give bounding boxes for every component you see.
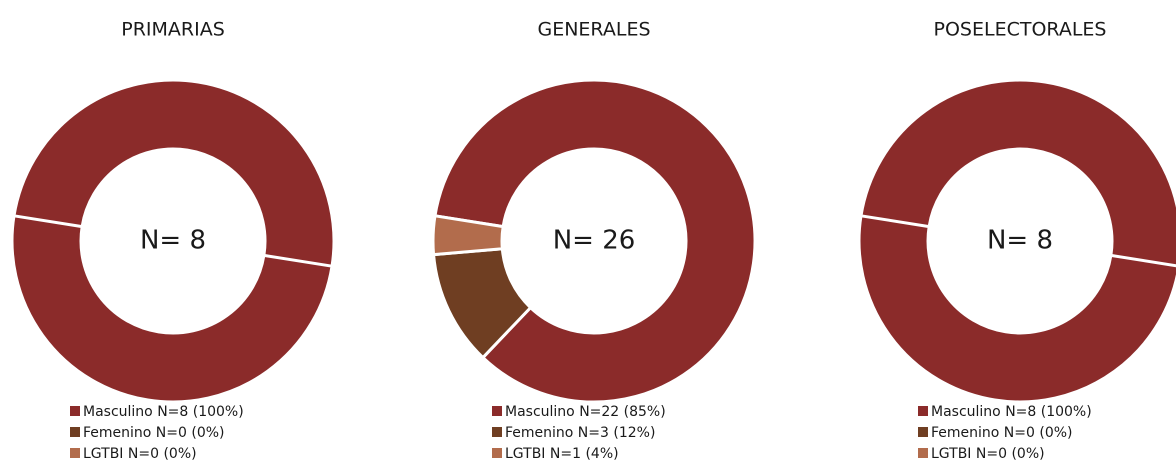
donut-segment xyxy=(431,214,505,257)
chart-title: PRIMARIAS xyxy=(121,19,225,41)
center-label: N= 8 xyxy=(987,226,1053,256)
legend-label: Masculino N=8 (100%) xyxy=(931,404,1092,420)
donut-segment xyxy=(857,78,1176,404)
chart-title: GENERALES xyxy=(537,19,650,41)
legend-swatch xyxy=(70,427,80,437)
legend-label: Masculino N=8 (100%) xyxy=(83,404,244,420)
legend-label: LGTBI N=0 (0%) xyxy=(83,446,197,462)
legend-label: Femenino N=3 (12%) xyxy=(505,425,655,441)
legend-swatch xyxy=(918,406,928,416)
legend-swatch xyxy=(492,406,502,416)
legend-label: LGTBI N=1 (4%) xyxy=(505,446,619,462)
legend-swatch xyxy=(70,406,80,416)
legend-label: Femenino N=0 (0%) xyxy=(83,425,225,441)
center-label: N= 26 xyxy=(553,226,636,256)
legend-swatch xyxy=(918,427,928,437)
donut-segment xyxy=(10,78,336,404)
legend-label: LGTBI N=0 (0%) xyxy=(931,446,1045,462)
center-label: N= 8 xyxy=(140,226,206,256)
legend-swatch xyxy=(492,448,502,458)
legend-label: Masculino N=22 (85%) xyxy=(505,404,666,420)
chart-title: POSELECTORALES xyxy=(934,19,1107,41)
legend-label: Femenino N=0 (0%) xyxy=(931,425,1073,441)
donut-segment xyxy=(433,78,757,404)
legend-swatch xyxy=(918,448,928,458)
legend-swatch xyxy=(492,427,502,437)
legend-swatch xyxy=(70,448,80,458)
